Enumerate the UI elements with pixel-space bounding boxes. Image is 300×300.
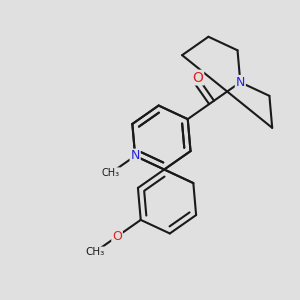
- Text: CH₃: CH₃: [102, 168, 120, 178]
- Text: N: N: [236, 76, 245, 89]
- Text: CH₃: CH₃: [85, 247, 104, 257]
- Text: O: O: [192, 70, 203, 85]
- Text: O: O: [112, 230, 122, 243]
- Text: N: N: [130, 149, 140, 162]
